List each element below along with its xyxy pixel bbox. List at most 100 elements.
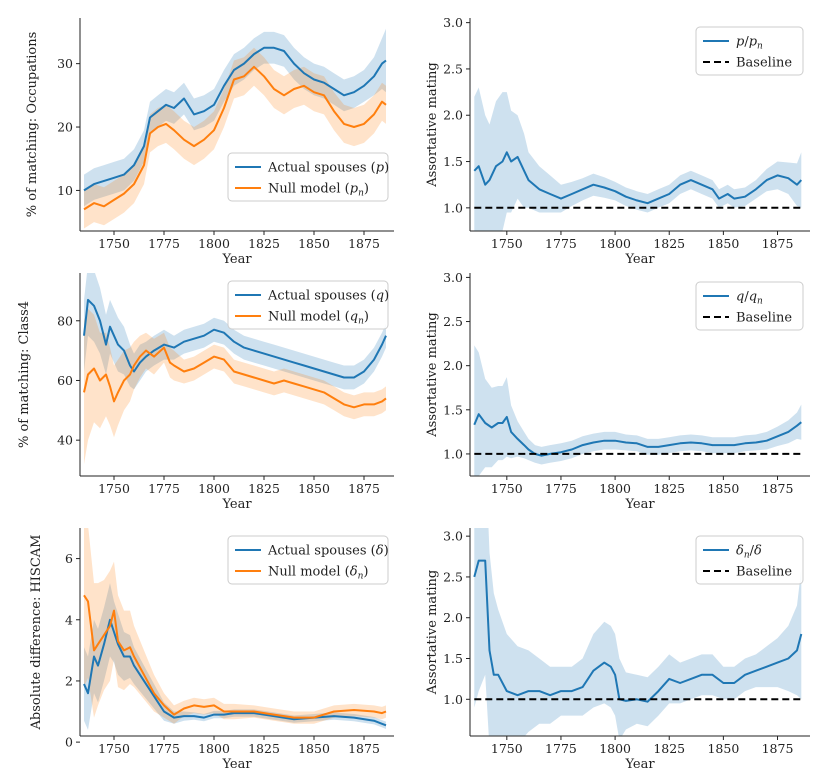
y-tick-label: 40 bbox=[57, 433, 73, 448]
y-tick-label: 60 bbox=[57, 373, 73, 388]
x-tick-label: 1850 bbox=[298, 481, 330, 496]
legend-text-part: Null model ( bbox=[268, 310, 350, 325]
y-tick-label: 2.0 bbox=[443, 358, 463, 373]
y-axis-label: Absolute difference: HISCAM bbox=[29, 535, 44, 731]
legend-text-part: q bbox=[736, 290, 744, 305]
y-tick-label: 1.5 bbox=[443, 651, 463, 666]
legend-text-part: q bbox=[749, 290, 757, 305]
legend-label: Null model (δn) bbox=[268, 565, 368, 582]
x-tick-label: 1775 bbox=[148, 236, 180, 251]
y-tick-label: 2.0 bbox=[443, 610, 463, 625]
y-axis-label: % of matching: Class4 bbox=[17, 301, 32, 448]
x-tick-label: 1875 bbox=[348, 236, 380, 251]
x-tick-label: 1750 bbox=[98, 236, 130, 251]
legend-box bbox=[227, 152, 389, 202]
legend-text-part: / bbox=[744, 35, 749, 50]
series-band-0 bbox=[474, 87, 802, 231]
legend-label: Baseline bbox=[736, 565, 792, 580]
y-tick-label: 3.0 bbox=[443, 270, 463, 285]
legend-text-part: Actual spouses ( bbox=[267, 161, 376, 176]
x-axis-label: Year bbox=[221, 757, 252, 772]
legend-text-part: δ bbox=[736, 544, 744, 559]
legend-text-part: Null model ( bbox=[268, 565, 350, 580]
x-tick-label: 1875 bbox=[348, 741, 380, 756]
x-tick-label: 1825 bbox=[653, 741, 685, 756]
y-tick-label: 2 bbox=[65, 673, 73, 688]
legend-text-part: ) bbox=[384, 544, 389, 559]
x-tick-label: 1850 bbox=[298, 236, 330, 251]
legend-label: δn/δ bbox=[736, 544, 762, 561]
series-line-1 bbox=[83, 346, 387, 409]
x-tick-label: 1775 bbox=[545, 481, 577, 496]
legend-box bbox=[695, 281, 804, 331]
legend-text-part: δ bbox=[376, 544, 384, 559]
legend-label: q/qn bbox=[736, 290, 763, 307]
series-line-0 bbox=[473, 151, 803, 205]
panel-hiscam: 1750 1775 1800 1825 1850 1875 0 2 4 6 Year Absolute… bbox=[29, 528, 394, 772]
series-band-1 bbox=[84, 47, 386, 229]
legend-subscript: n bbox=[744, 551, 750, 561]
x-tick-label: 1775 bbox=[545, 741, 577, 756]
x-axis-label: Year bbox=[624, 252, 655, 267]
legend-text-part: p bbox=[376, 161, 385, 176]
legend-text-part: ) bbox=[364, 310, 369, 325]
legend-label: Actual spouses (q) bbox=[267, 289, 389, 304]
x-tick-label: 1875 bbox=[762, 236, 794, 251]
x-tick-label: 1775 bbox=[545, 236, 577, 251]
panel-occupations-ratio: 1750 1775 1800 1825 1850 1875 1.0 1.5 2.0 2.5 3.0 Y… bbox=[425, 15, 810, 267]
legend-subscript: n bbox=[757, 297, 763, 307]
x-tick-label: 1775 bbox=[148, 741, 180, 756]
x-tick-label: 1750 bbox=[98, 741, 130, 756]
x-tick-label: 1850 bbox=[298, 741, 330, 756]
legend-text-part: p bbox=[736, 35, 745, 50]
x-tick-label: 1800 bbox=[599, 481, 631, 496]
panel-occupations: 1750 1775 1800 1825 1850 1875 10 20 30 Year % of m… bbox=[25, 18, 394, 267]
legend-text-part: Baseline bbox=[736, 565, 792, 580]
legend-text-part: Baseline bbox=[736, 56, 792, 71]
y-tick-label: 3.0 bbox=[443, 529, 463, 544]
legend-label: Null model (pn) bbox=[268, 182, 369, 199]
legend-text-part: / bbox=[744, 290, 749, 305]
y-axis-label: % of matching: Occupations bbox=[25, 32, 40, 218]
y-tick-label: 0 bbox=[65, 735, 73, 750]
y-tick-label: 1.5 bbox=[443, 402, 463, 417]
series-band-1 bbox=[84, 528, 386, 724]
series-band-0 bbox=[84, 28, 386, 207]
y-axis-label: Assortative mating bbox=[425, 312, 440, 437]
x-tick-label: 1850 bbox=[707, 236, 739, 251]
y-tick-label: 2.0 bbox=[443, 108, 463, 123]
legend-text-part: Actual spouses ( bbox=[267, 544, 376, 559]
x-tick-label: 1825 bbox=[248, 481, 280, 496]
x-axis-label: Year bbox=[624, 497, 655, 512]
legend-box bbox=[227, 535, 389, 585]
series-line-1 bbox=[83, 594, 387, 719]
legend-label: Actual spouses (p) bbox=[267, 161, 389, 176]
y-axis-label: Assortative mating bbox=[425, 570, 440, 695]
y-tick-label: 30 bbox=[57, 56, 73, 71]
y-tick-label: 4 bbox=[65, 612, 73, 627]
series-band-0 bbox=[474, 528, 802, 736]
panel-hiscam-ratio: 1750 1775 1800 1825 1850 1875 1.0 1.5 2.0 2.5 3.0 Y… bbox=[425, 528, 810, 772]
x-tick-label: 1750 bbox=[491, 741, 523, 756]
y-axis-label: Assortative mating bbox=[425, 62, 440, 187]
x-axis-label: Year bbox=[221, 252, 252, 267]
legend-subscript: n bbox=[757, 42, 763, 52]
y-tick-label: 3.0 bbox=[443, 15, 463, 30]
plot-area bbox=[473, 528, 803, 736]
y-tick-label: 10 bbox=[57, 183, 73, 198]
panel-class4-ratio: 1750 1775 1800 1825 1850 1875 1.0 1.5 2.0 2.5 3.0 Y… bbox=[425, 270, 810, 512]
legend-box bbox=[695, 535, 804, 585]
x-tick-label: 1850 bbox=[707, 481, 739, 496]
y-tick-label: 20 bbox=[57, 120, 73, 135]
plot-area bbox=[473, 345, 802, 476]
legend-text-part: ) bbox=[384, 289, 389, 304]
legend-text-part: q bbox=[376, 289, 384, 304]
legend-text-part: p bbox=[350, 182, 359, 197]
y-tick-label: 2.5 bbox=[443, 569, 463, 584]
x-tick-label: 1825 bbox=[248, 741, 280, 756]
legend-text-part: q bbox=[350, 310, 358, 325]
x-tick-label: 1750 bbox=[98, 481, 130, 496]
y-tick-label: 1.0 bbox=[443, 692, 463, 707]
y-tick-label: 1.5 bbox=[443, 154, 463, 169]
